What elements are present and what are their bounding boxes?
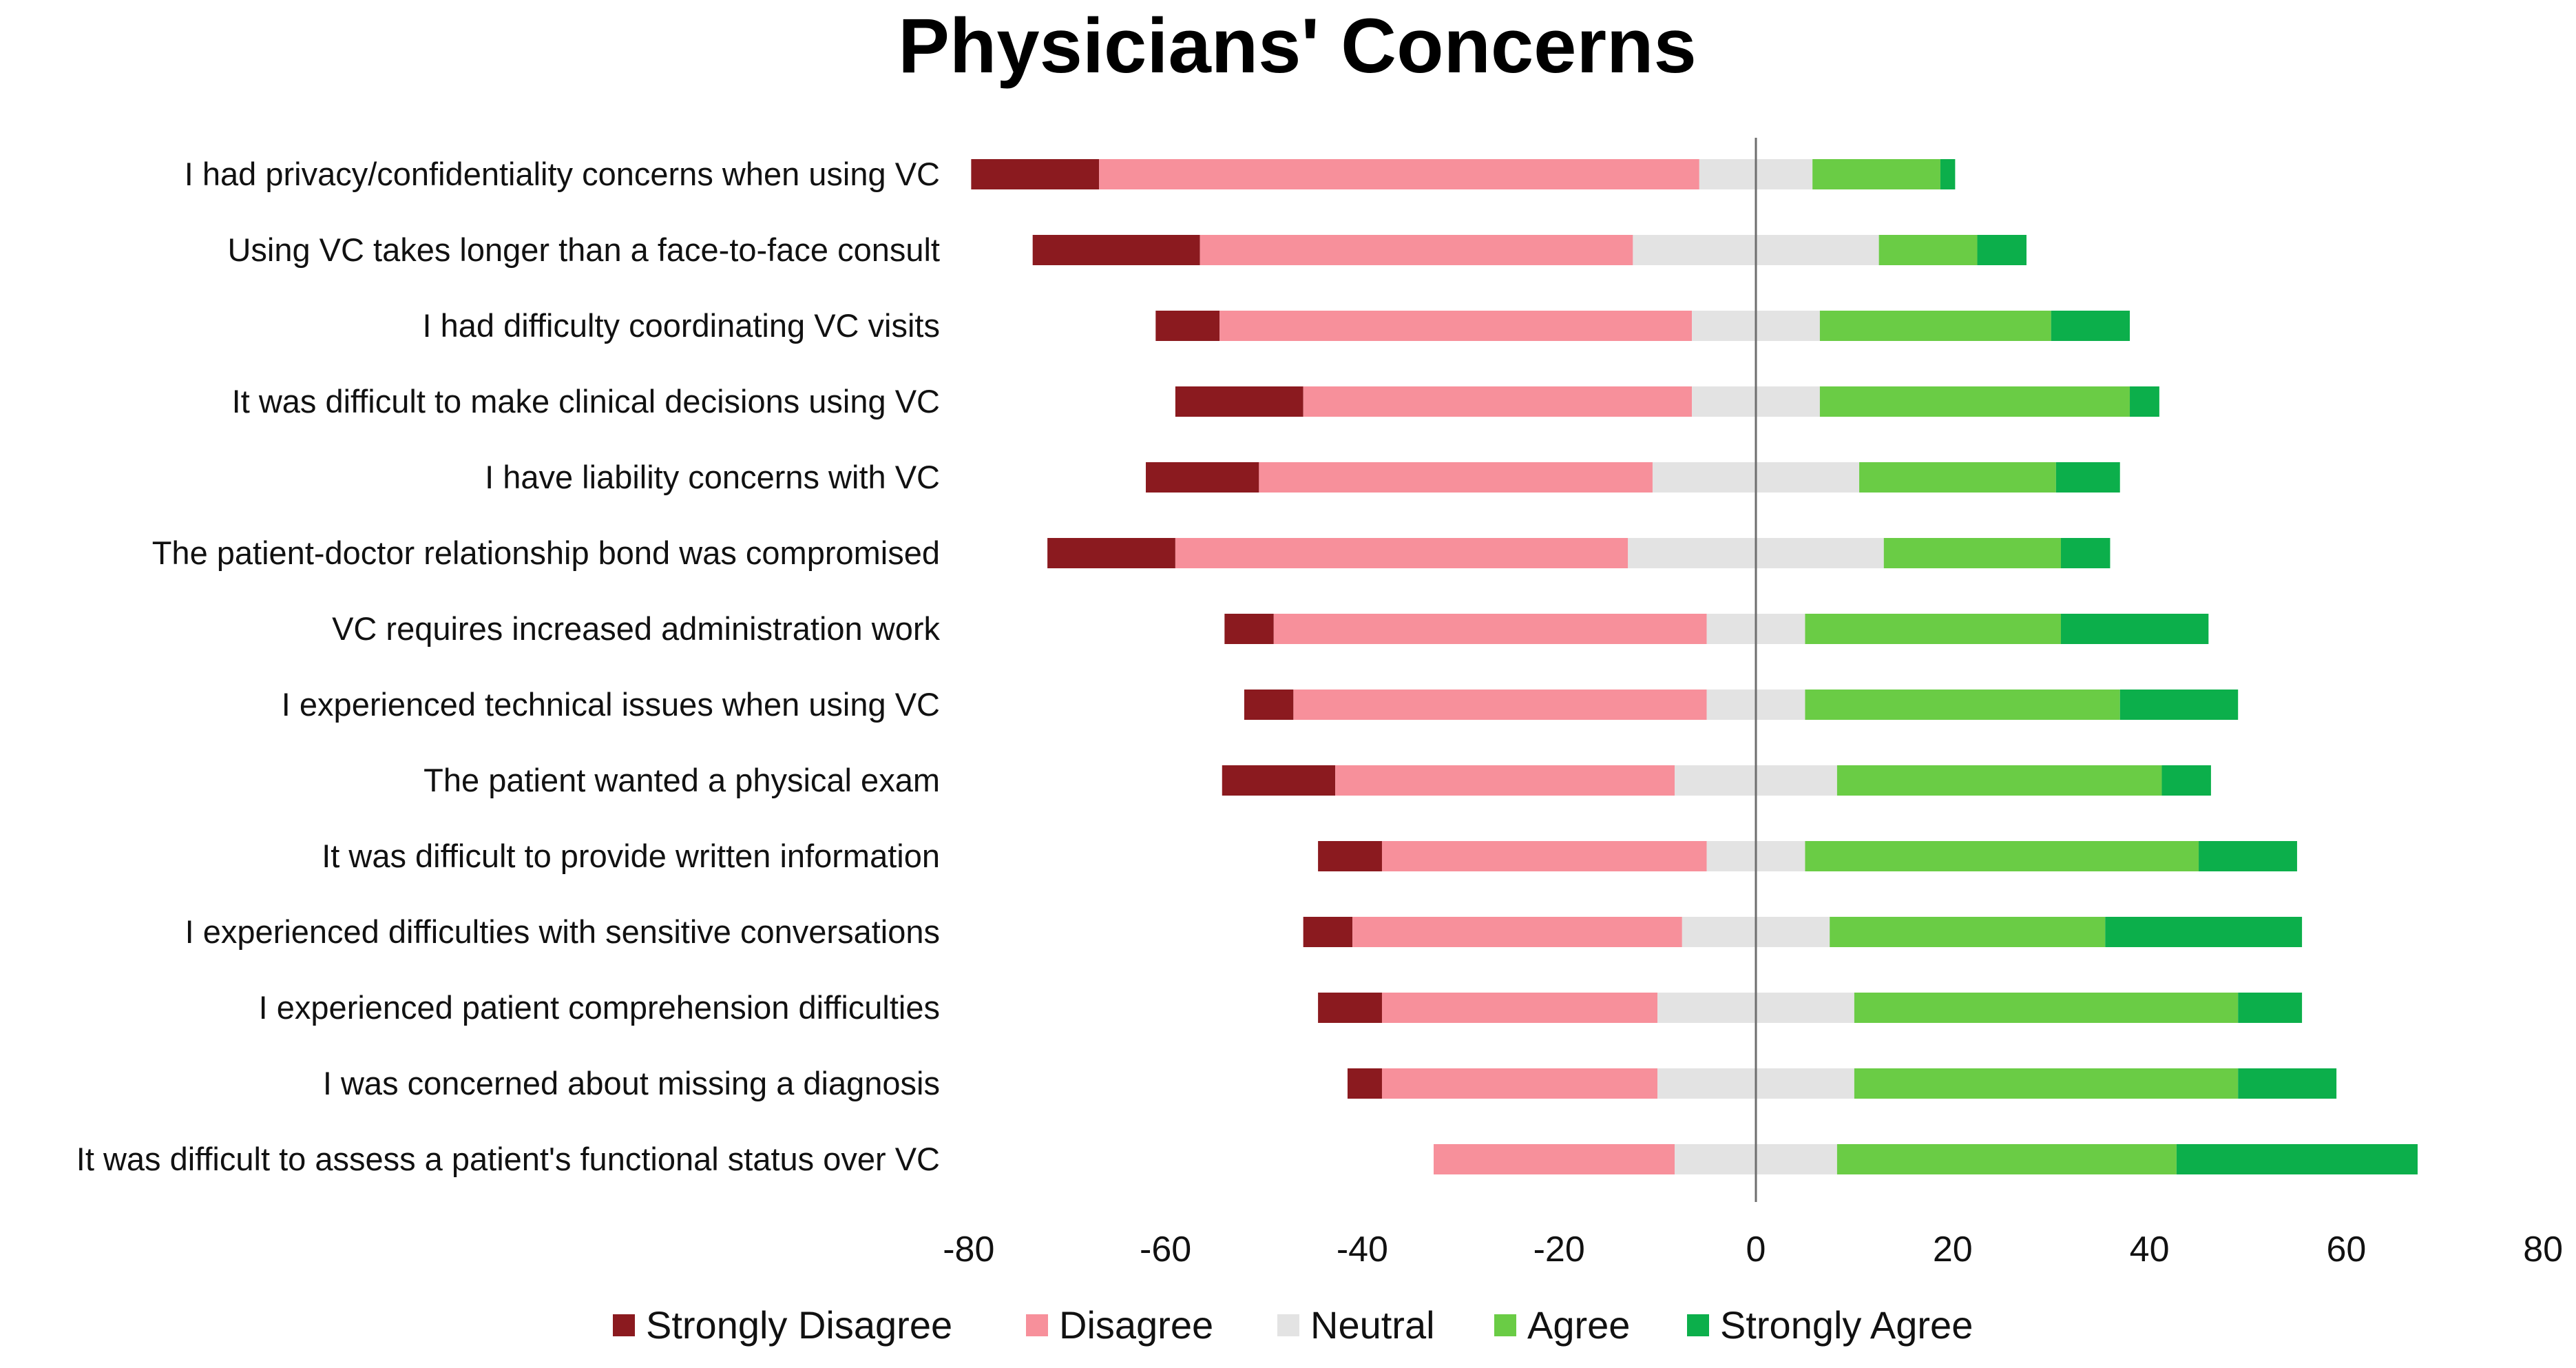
- category-label: VC requires increased administration wor…: [332, 610, 940, 647]
- x-tick-label: -20: [1533, 1230, 1585, 1269]
- bar-strongly-disagree-row-7: [1224, 614, 1274, 644]
- bar-agree-row-3: [1819, 311, 2051, 341]
- bar-strongly-agree-row-12: [2238, 993, 2303, 1023]
- category-label: The patient-doctor relationship bond was…: [152, 535, 940, 571]
- bar-disagree-row-10: [1381, 841, 1707, 871]
- bar-disagree-row-4: [1303, 386, 1693, 417]
- bar-strongly-agree-row-11: [2105, 917, 2303, 947]
- bar-disagree-row-6: [1175, 538, 1629, 568]
- category-label: It was difficult to provide written info…: [322, 838, 940, 874]
- bar-agree-row-7: [1805, 614, 2061, 644]
- bar-agree-row-5: [1859, 462, 2056, 493]
- bar-strongly-disagree-row-11: [1303, 917, 1353, 947]
- legend-item-neutral[interactable]: Neutral: [1277, 1303, 1435, 1347]
- bar-agree-row-8: [1805, 690, 2120, 720]
- legend-label: Strongly Agree: [1720, 1303, 1973, 1347]
- bar-agree-row-2: [1878, 235, 1978, 265]
- legend-label: Agree: [1527, 1303, 1630, 1347]
- bar-disagree-row-11: [1352, 917, 1682, 947]
- bar-strongly-disagree-row-6: [1047, 538, 1175, 568]
- legend-swatch: [613, 1314, 635, 1336]
- x-tick-label: -80: [943, 1230, 994, 1269]
- category-label: It was difficult to make clinical decisi…: [232, 383, 940, 419]
- legend-label: Neutral: [1310, 1303, 1435, 1347]
- bar-strongly-agree-row-9: [2161, 765, 2211, 796]
- bar-strongly-agree-row-1: [1940, 159, 1956, 189]
- bar-agree-row-6: [1883, 538, 2061, 568]
- bar-disagree-row-8: [1293, 690, 1707, 720]
- x-tick-label: 80: [2523, 1230, 2563, 1269]
- bar-disagree-row-14: [1434, 1144, 1675, 1174]
- category-label: Using VC takes longer than a face-to-fac…: [227, 231, 940, 268]
- category-label: The patient wanted a physical exam: [423, 762, 940, 798]
- bar-strongly-agree-row-7: [2060, 614, 2209, 644]
- x-tick-label: -40: [1337, 1230, 1388, 1269]
- bar-agree-row-12: [1854, 993, 2239, 1023]
- bar-agree-row-1: [1812, 159, 1940, 189]
- legend-item-disagree[interactable]: Disagree: [1026, 1303, 1213, 1347]
- bars-group: [971, 159, 2418, 1174]
- bar-strongly-agree-row-10: [2199, 841, 2297, 871]
- bar-strongly-agree-row-2: [1977, 235, 2027, 265]
- legend-label: Strongly Disagree: [646, 1303, 952, 1347]
- bar-strongly-disagree-row-4: [1175, 386, 1303, 417]
- bar-strongly-agree-row-13: [2238, 1068, 2337, 1099]
- bar-disagree-row-13: [1381, 1068, 1658, 1099]
- bar-strongly-agree-row-8: [2119, 690, 2239, 720]
- chart-title: Physicians' Concerns: [898, 3, 1697, 89]
- bar-strongly-agree-row-4: [2130, 386, 2159, 417]
- x-tick-label: 40: [2130, 1230, 2170, 1269]
- x-tick-label: 20: [1933, 1230, 1973, 1269]
- legend-swatch: [1277, 1314, 1299, 1336]
- x-tick-label: 0: [1746, 1230, 1766, 1269]
- bar-strongly-disagree-row-2: [1032, 235, 1200, 265]
- bar-disagree-row-7: [1273, 614, 1707, 644]
- bar-strongly-agree-row-5: [2055, 462, 2120, 493]
- bar-agree-row-14: [1836, 1144, 2177, 1174]
- bar-strongly-disagree-row-10: [1318, 841, 1382, 871]
- category-label: It was difficult to assess a patient's f…: [76, 1141, 940, 1177]
- category-label: I have liability concerns with VC: [485, 459, 940, 495]
- bar-disagree-row-3: [1219, 311, 1693, 341]
- bar-agree-row-4: [1819, 386, 2130, 417]
- bar-strongly-disagree-row-5: [1146, 462, 1259, 493]
- bar-strongly-disagree-row-8: [1244, 690, 1294, 720]
- category-labels: I had privacy/confidentiality concerns w…: [76, 156, 941, 1177]
- bar-agree-row-13: [1854, 1068, 2239, 1099]
- category-label: I had difficulty coordinating VC visits: [423, 307, 941, 344]
- bar-disagree-row-5: [1259, 462, 1653, 493]
- x-tick-label: 60: [2326, 1230, 2366, 1269]
- x-axis-ticks: -80 -60 -40 -20 0 20 40 60 80: [943, 1230, 2563, 1269]
- bar-strongly-disagree-row-12: [1318, 993, 1382, 1023]
- legend-label: Disagree: [1059, 1303, 1213, 1347]
- bar-disagree-row-2: [1200, 235, 1633, 265]
- category-label: I experienced difficulties with sensitiv…: [185, 913, 940, 950]
- bar-agree-row-10: [1805, 841, 2199, 871]
- category-label: I experienced technical issues when usin…: [282, 686, 940, 723]
- legend-swatch: [1026, 1314, 1048, 1336]
- legend-swatch: [1687, 1314, 1709, 1336]
- bar-disagree-row-12: [1381, 993, 1658, 1023]
- bar-disagree-row-1: [1099, 159, 1699, 189]
- legend-item-strongly-disagree[interactable]: Strongly Disagree: [613, 1303, 952, 1347]
- bar-strongly-disagree-row-3: [1155, 311, 1220, 341]
- bar-agree-row-11: [1830, 917, 2106, 947]
- legend[interactable]: Strongly Disagree Disagree Neutral Agree Str…: [613, 1303, 1973, 1347]
- legend-swatch: [1494, 1314, 1516, 1336]
- x-tick-label: -60: [1140, 1230, 1191, 1269]
- bar-strongly-agree-row-6: [2060, 538, 2111, 568]
- bar-strongly-agree-row-3: [2051, 311, 2130, 341]
- legend-item-strongly-agree[interactable]: Strongly Agree: [1687, 1303, 1973, 1347]
- bar-strongly-disagree-row-1: [971, 159, 1100, 189]
- category-label: I experienced patient comprehension diff…: [259, 989, 940, 1026]
- category-label: I was concerned about missing a diagnosi…: [323, 1065, 940, 1101]
- bar-strongly-agree-row-14: [2176, 1144, 2418, 1174]
- legend-item-agree[interactable]: Agree: [1494, 1303, 1630, 1347]
- category-label: I had privacy/confidentiality concerns w…: [185, 156, 940, 192]
- bar-disagree-row-9: [1335, 765, 1675, 796]
- bar-strongly-disagree-row-13: [1347, 1068, 1382, 1099]
- bar-agree-row-9: [1836, 765, 2162, 796]
- bar-strongly-disagree-row-9: [1222, 765, 1336, 796]
